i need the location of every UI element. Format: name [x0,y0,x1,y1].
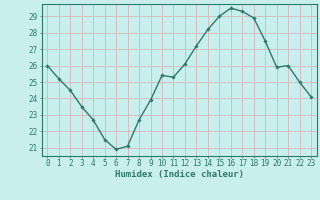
X-axis label: Humidex (Indice chaleur): Humidex (Indice chaleur) [115,170,244,179]
